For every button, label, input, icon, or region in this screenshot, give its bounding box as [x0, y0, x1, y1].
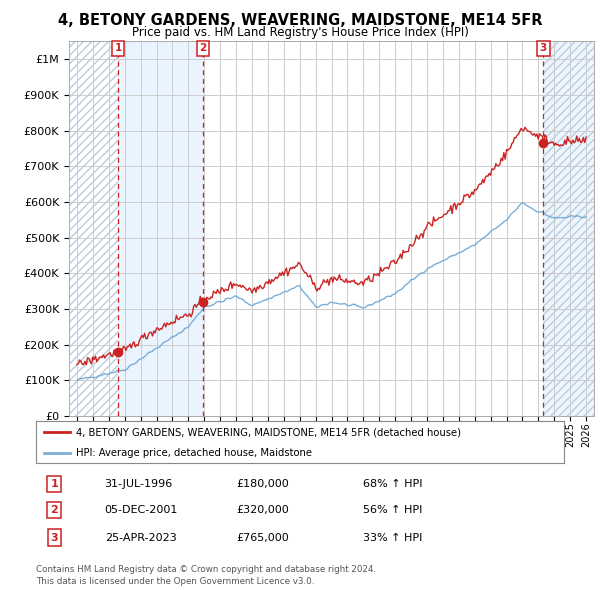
Text: £320,000: £320,000 — [236, 506, 289, 515]
Text: 2: 2 — [199, 43, 206, 53]
Text: 3: 3 — [540, 43, 547, 53]
Bar — [69, 41, 118, 416]
Text: 25-APR-2023: 25-APR-2023 — [104, 533, 176, 543]
Bar — [203, 41, 544, 416]
Text: 1: 1 — [115, 43, 122, 53]
Text: 2: 2 — [50, 506, 58, 515]
Text: 33% ↑ HPI: 33% ↑ HPI — [364, 533, 423, 543]
Text: 1: 1 — [50, 479, 58, 489]
Text: 05-DEC-2001: 05-DEC-2001 — [104, 506, 178, 515]
Text: 4, BETONY GARDENS, WEAVERING, MAIDSTONE, ME14 5FR (detached house): 4, BETONY GARDENS, WEAVERING, MAIDSTONE,… — [76, 427, 461, 437]
Text: £180,000: £180,000 — [236, 479, 289, 489]
Text: 56% ↑ HPI: 56% ↑ HPI — [364, 506, 423, 515]
Bar — [69, 41, 118, 416]
Text: 3: 3 — [50, 533, 58, 543]
Text: Price paid vs. HM Land Registry's House Price Index (HPI): Price paid vs. HM Land Registry's House … — [131, 26, 469, 39]
Text: 68% ↑ HPI: 68% ↑ HPI — [364, 479, 423, 489]
Bar — [118, 41, 203, 416]
Text: HPI: Average price, detached house, Maidstone: HPI: Average price, detached house, Maid… — [76, 448, 311, 457]
Text: 31-JUL-1996: 31-JUL-1996 — [104, 479, 173, 489]
Text: 4, BETONY GARDENS, WEAVERING, MAIDSTONE, ME14 5FR: 4, BETONY GARDENS, WEAVERING, MAIDSTONE,… — [58, 13, 542, 28]
Text: This data is licensed under the Open Government Licence v3.0.: This data is licensed under the Open Gov… — [36, 577, 314, 586]
Bar — [544, 41, 594, 416]
Text: Contains HM Land Registry data © Crown copyright and database right 2024.: Contains HM Land Registry data © Crown c… — [36, 565, 376, 574]
Bar — [544, 41, 594, 416]
Text: £765,000: £765,000 — [236, 533, 289, 543]
